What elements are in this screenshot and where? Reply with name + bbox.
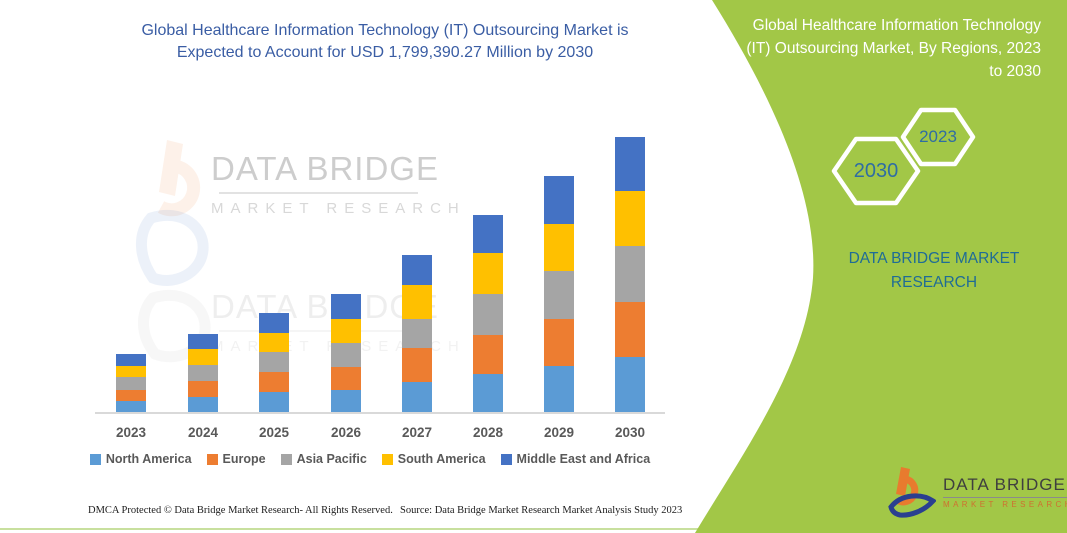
bar-segment-2029-asia-pacific <box>544 271 574 319</box>
bar-segment-2027-north-america <box>402 382 432 413</box>
legend-item-north-america: North America <box>89 452 192 466</box>
bar-segment-2029-north-america <box>544 365 574 413</box>
bar-segment-2026-middle-east-and-africa <box>331 293 361 319</box>
bar-segment-2025-south-america <box>259 332 289 353</box>
bar-segment-2027-asia-pacific <box>402 318 432 348</box>
legend-item-south-america: South America <box>381 452 486 466</box>
bar-segment-2024-europe <box>188 381 218 397</box>
bar-segment-2029-europe <box>544 318 574 366</box>
legend-swatch-icon <box>280 453 292 465</box>
watermark-divider <box>219 192 418 194</box>
bar-segment-2024-south-america <box>188 348 218 365</box>
bar-chart: 2023 2024 2025 2026 2027 2028 2029 2030 North A… <box>55 137 685 466</box>
bar-segment-2025-europe <box>259 372 289 393</box>
legend-swatch-icon <box>206 453 218 465</box>
bar-segment-2026-asia-pacific <box>331 342 361 367</box>
bar-segment-2029-middle-east-and-africa <box>544 175 574 224</box>
bar-segment-2030-middle-east-and-africa <box>615 137 645 191</box>
legend-label: Europe <box>222 452 266 466</box>
legend-item-asia-pacific: Asia Pacific <box>280 452 367 466</box>
bar-segment-2028-middle-east-and-africa <box>473 215 503 253</box>
bar-segment-2030-north-america <box>615 357 645 413</box>
bar-segment-2026-north-america <box>331 390 361 413</box>
bar-segment-2028-asia-pacific <box>473 294 503 335</box>
legend-swatch-icon <box>89 453 101 465</box>
bar-segment-2030-asia-pacific <box>615 246 645 302</box>
chart-legend: North America Europe Asia Pacific South Ame… <box>55 452 685 466</box>
bar-segment-2025-middle-east-and-africa <box>259 312 289 333</box>
watermark-text: DATA BRIDGE MARKET RESEARCH <box>211 150 466 217</box>
watermark-title: DATA BRIDGE <box>211 150 439 187</box>
bar-segment-2027-middle-east-and-africa <box>402 254 432 285</box>
bar-segment-2026-south-america <box>331 318 361 343</box>
legend-label: Middle East and Africa <box>516 452 651 466</box>
bar-segment-2024-north-america <box>188 397 218 413</box>
x-axis-label-2029: 2029 <box>543 425 575 440</box>
x-axis-label-2024: 2024 <box>187 425 219 440</box>
bar-segment-2023-south-america <box>116 365 146 377</box>
bar-segment-2030-europe <box>615 301 645 358</box>
footer-source: Source: Data Bridge Market Research Mark… <box>400 505 683 516</box>
bar-segment-2024-asia-pacific <box>188 364 218 382</box>
legend-label: South America <box>397 452 486 466</box>
bar-segment-2027-south-america <box>402 284 432 319</box>
bar-segment-2028-europe <box>473 334 503 374</box>
bar-segment-2028-north-america <box>473 373 503 413</box>
bar-segment-2023-middle-east-and-africa <box>116 353 146 366</box>
bar-segment-2023-north-america <box>116 401 146 413</box>
bar-segment-2023-europe <box>116 389 146 402</box>
bar-segment-2026-europe <box>331 367 361 391</box>
x-axis-line <box>95 412 665 414</box>
bar-segment-2028-south-america <box>473 253 503 294</box>
legend-label: Asia Pacific <box>296 452 367 466</box>
footer-copyright: DMCA Protected © Data Bridge Market Rese… <box>88 505 393 516</box>
x-axis-label-2027: 2027 <box>401 425 433 440</box>
bar-segment-2027-europe <box>402 347 432 383</box>
legend-item-europe: Europe <box>206 452 266 466</box>
x-axis-label-2030: 2030 <box>614 425 646 440</box>
bar-segment-2023-asia-pacific <box>116 376 146 390</box>
chart-title: Global Healthcare Information Technology… <box>141 22 629 61</box>
bar-segment-2024-middle-east-and-africa <box>188 333 218 349</box>
legend-swatch-icon <box>381 453 393 465</box>
legend-label: North America <box>105 452 192 466</box>
watermark-subtitle: MARKET RESEARCH <box>211 200 466 217</box>
legend-item-middle-east-and-africa: Middle East and Africa <box>500 452 651 466</box>
x-axis-label-2023: 2023 <box>115 425 147 440</box>
x-axis-label-2025: 2025 <box>258 425 290 440</box>
bar-segment-2029-south-america <box>544 223 574 272</box>
bottom-divider <box>0 528 1067 530</box>
x-axis-label-2026: 2026 <box>330 425 362 440</box>
bar-segment-2025-north-america <box>259 392 289 413</box>
bar-segment-2025-asia-pacific <box>259 352 289 373</box>
x-axis-label-2028: 2028 <box>472 425 504 440</box>
legend-swatch-icon <box>500 453 512 465</box>
bar-segment-2030-south-america <box>615 190 645 247</box>
